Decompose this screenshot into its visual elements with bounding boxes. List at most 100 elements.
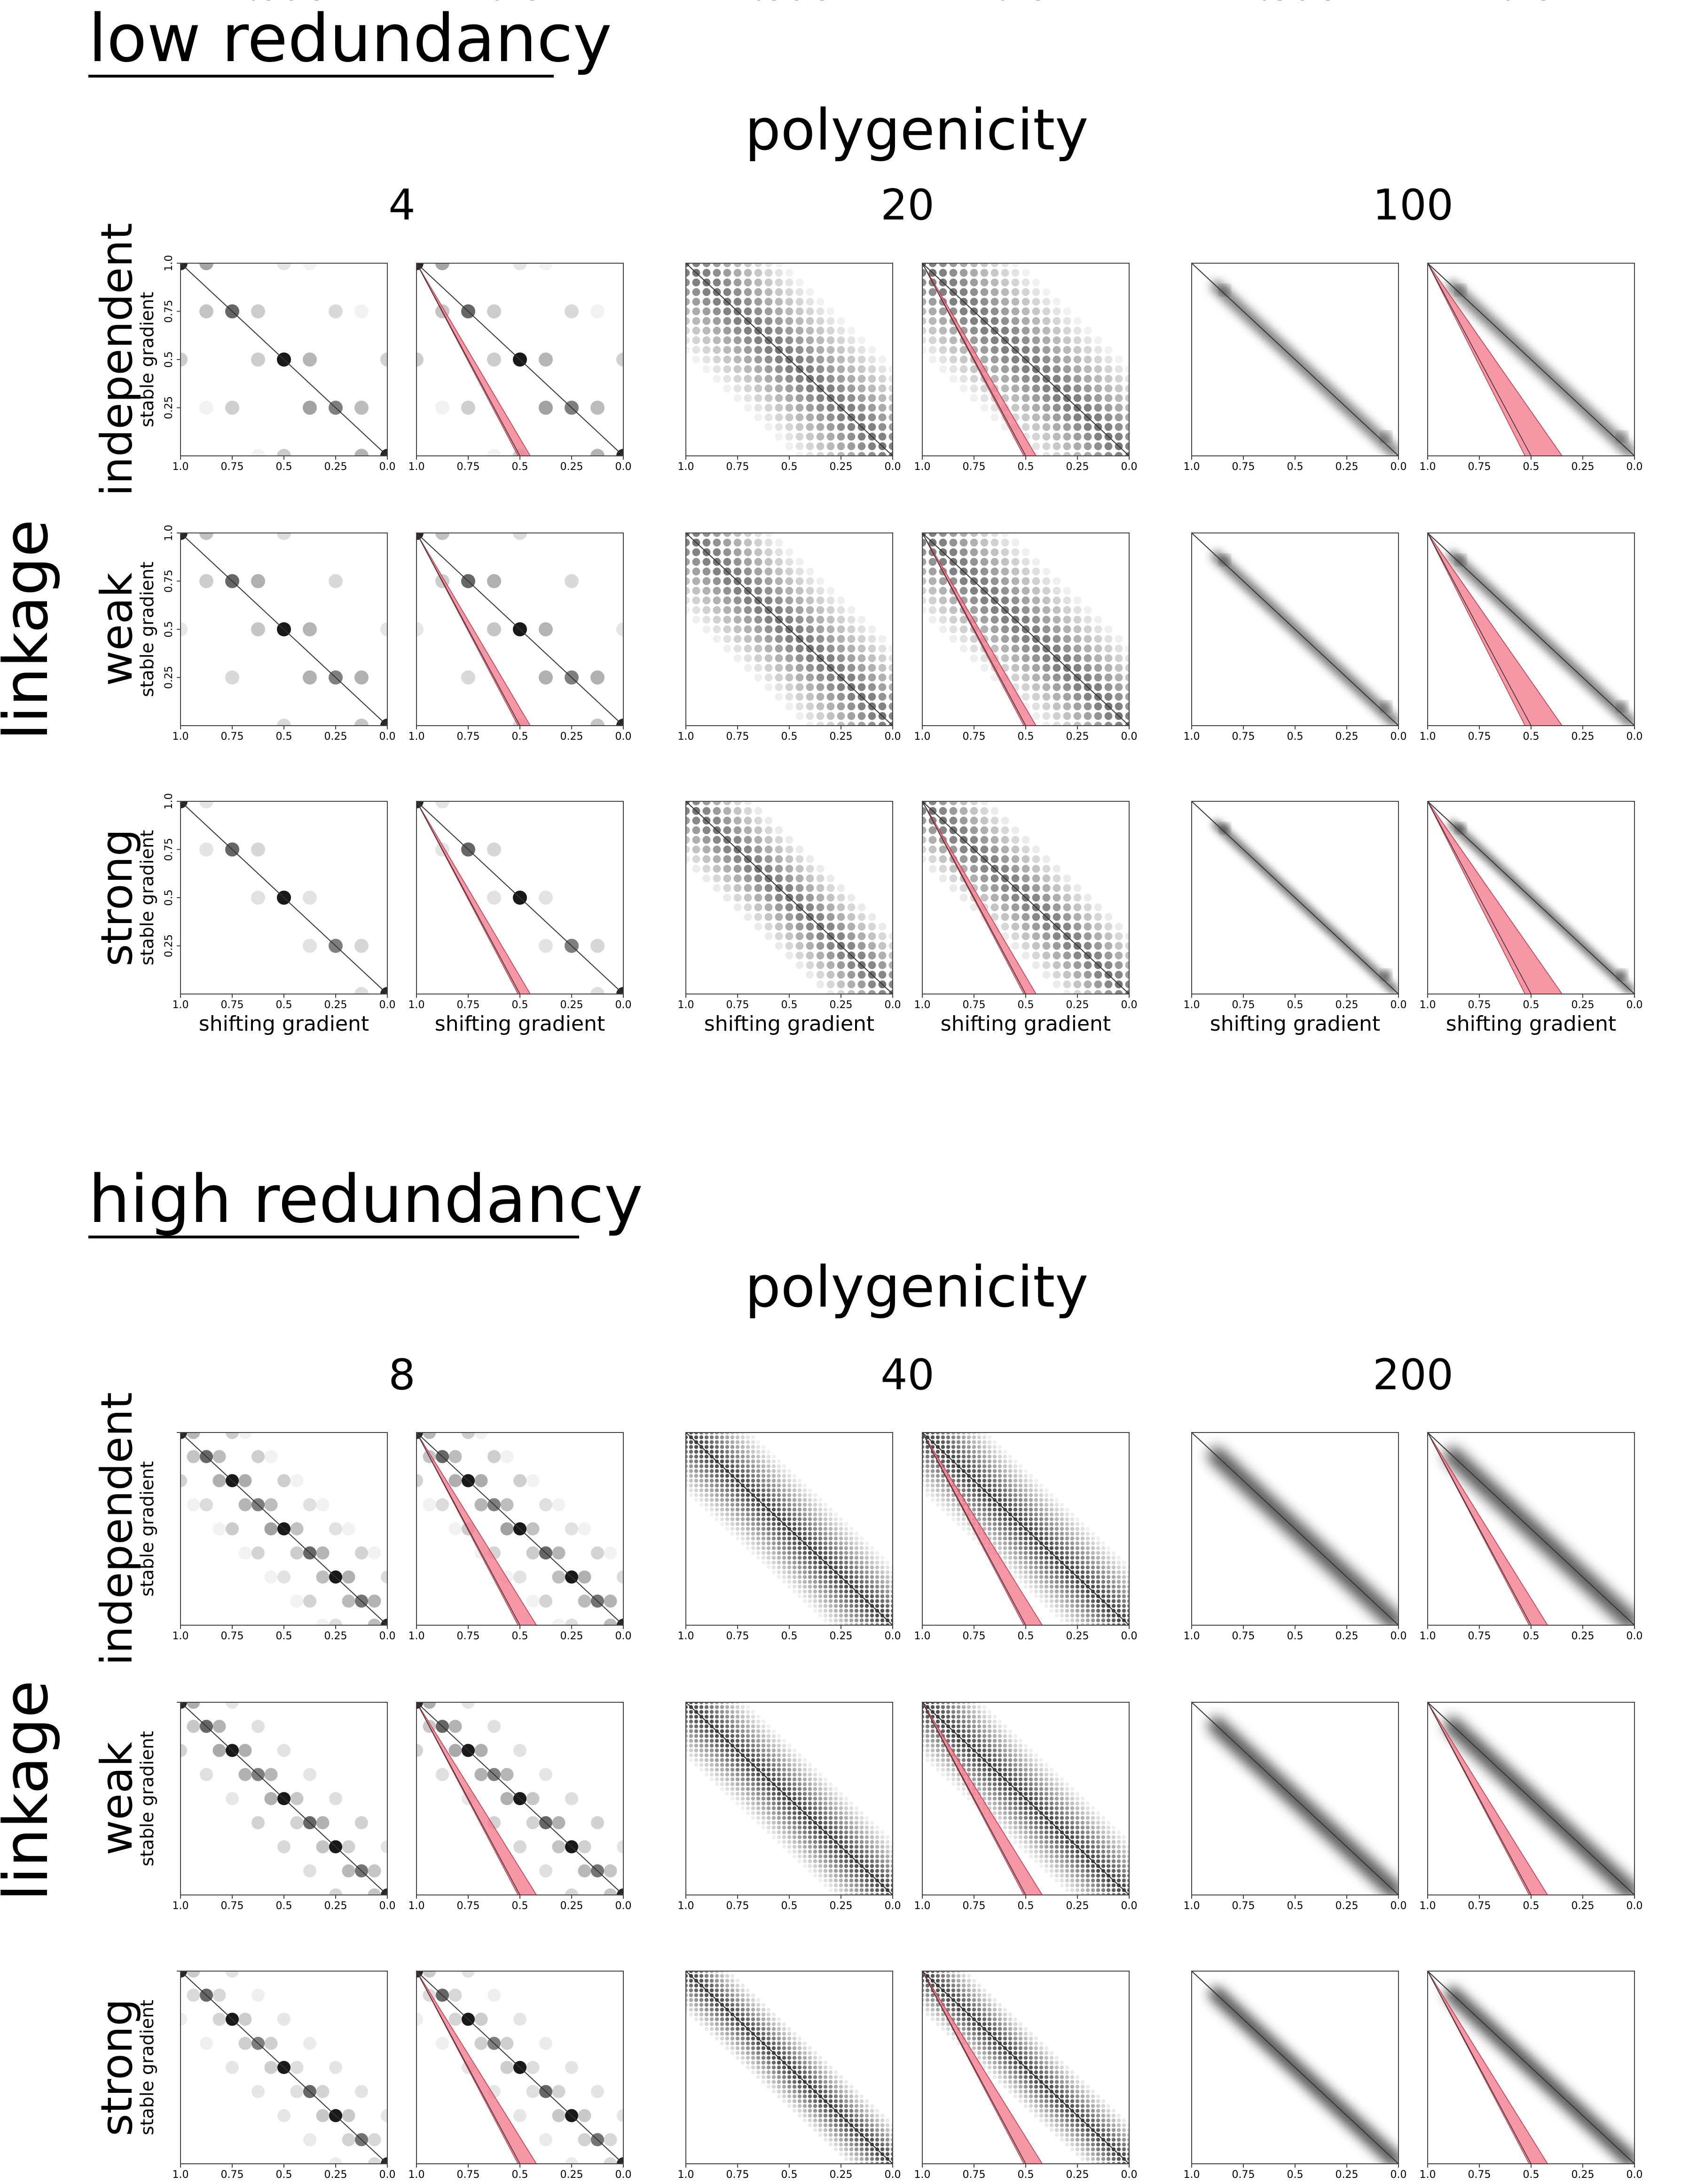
mass-dot: [1070, 1536, 1075, 1541]
mass-dot: [761, 1734, 766, 1738]
x-tick-label: 0.25: [1066, 1630, 1089, 1642]
mass-dot: [303, 1864, 316, 1878]
mass-dot: [1094, 375, 1102, 383]
mass-dot: [854, 1893, 859, 1895]
mass-dot: [959, 635, 968, 643]
mass-dot: [990, 413, 999, 422]
mass-dot: [692, 596, 700, 604]
mass-dot: [766, 1734, 771, 1738]
mass-dot: [744, 865, 752, 873]
mass-dot: [277, 1744, 291, 1757]
mass-dot: [1060, 1575, 1064, 1579]
mass-dot: [828, 1849, 833, 1854]
mass-dot: [1011, 673, 1020, 681]
mass-dot: [723, 845, 731, 853]
mass-dot: [816, 297, 825, 306]
mass-dot: [754, 394, 762, 402]
mass-dot: [847, 971, 856, 979]
mass-dot: [998, 1449, 1002, 1454]
mass-dot: [1127, 1594, 1129, 1598]
mass-dot: [290, 1546, 304, 1560]
mass-dot: [1029, 1551, 1033, 1555]
mass-dot: [837, 365, 845, 373]
mass-dot: [713, 587, 721, 595]
mass-dot: [833, 1811, 838, 1815]
x-tick-label: 0.5: [512, 1630, 528, 1642]
mass-dot: [795, 673, 804, 681]
mass-dot: [1032, 577, 1040, 585]
mass-dot: [970, 548, 978, 556]
mass-dot: [888, 365, 893, 373]
mass-dot: [699, 1758, 704, 1762]
mass-dot: [859, 1613, 864, 1618]
mass-dot: [713, 533, 721, 537]
mass-dot: [1115, 432, 1123, 441]
mass-dot: [1001, 548, 1009, 556]
mass-dot: [782, 1517, 786, 1521]
mass-dot: [922, 336, 927, 344]
mass-dot: [1060, 1551, 1064, 1555]
mass-dot: [823, 1879, 828, 1883]
mass-dot: [1101, 1623, 1106, 1625]
mass-dot: [849, 1869, 854, 1873]
mass-dot: [844, 1575, 848, 1579]
mass-dot: [775, 432, 783, 441]
mass-dot: [1084, 913, 1092, 921]
panel-title-after: after: [491, 0, 549, 6]
mass-dot: [888, 644, 893, 653]
mass-dot: [922, 1469, 925, 1473]
x-axis-label: shifting gradient: [704, 1012, 874, 1036]
mass-dot: [539, 1768, 552, 1781]
mass-dot: [844, 1541, 848, 1545]
mass-dot: [751, 1498, 755, 1502]
mass-dot: [816, 394, 825, 402]
mass-dot: [922, 807, 927, 815]
mass-dot: [754, 307, 762, 315]
mass-dot: [987, 1449, 992, 1454]
mass-dot: [806, 971, 814, 979]
panel-title-before: before: [1256, 0, 1334, 6]
mass-dot: [785, 558, 794, 566]
mass-dot: [1023, 1507, 1028, 1512]
mass-dot: [725, 1777, 730, 1782]
mass-dot: [552, 1840, 566, 1854]
mass-dot: [1034, 1565, 1038, 1570]
mass-dot: [1003, 1474, 1007, 1478]
mass-dot: [844, 1613, 848, 1618]
mass-dot: [1063, 432, 1071, 441]
mass-dot: [787, 1753, 792, 1757]
mass-dot: [702, 317, 711, 325]
mass-dot: [1044, 1532, 1049, 1536]
mass-dot: [730, 1705, 735, 1709]
mass-dot: [713, 874, 721, 883]
mass-dot: [1053, 442, 1061, 450]
mass-dot: [725, 1702, 730, 1705]
mass-dot: [740, 1724, 745, 1729]
mass-dot: [761, 1753, 766, 1757]
mass-dot: [823, 1546, 828, 1550]
mass-dot: [771, 1811, 776, 1815]
mass-dot: [1125, 375, 1129, 383]
mass-dot: [795, 375, 804, 383]
mass-dot: [1096, 1613, 1100, 1618]
mass-dot: [744, 539, 752, 547]
mass-dot: [771, 1787, 776, 1791]
mass-dot: [939, 355, 947, 364]
x-tick-label: 0.75: [726, 731, 749, 743]
mass-dot: [792, 1474, 797, 1478]
mass-dot: [771, 1763, 776, 1767]
mass-dot: [816, 712, 825, 720]
mass-dot: [1085, 1609, 1090, 1613]
mass-dot: [864, 1609, 869, 1613]
mass-dot: [735, 1464, 740, 1468]
mass-dot: [733, 874, 742, 883]
mass-dot: [854, 1864, 859, 1868]
mass-dot: [1034, 1551, 1038, 1555]
mass-dot: [766, 1517, 771, 1521]
mass-dot: [766, 1768, 771, 1772]
mass-dot: [956, 1433, 961, 1435]
mass-dot: [1039, 1589, 1044, 1594]
mass-dot: [1122, 1594, 1126, 1598]
